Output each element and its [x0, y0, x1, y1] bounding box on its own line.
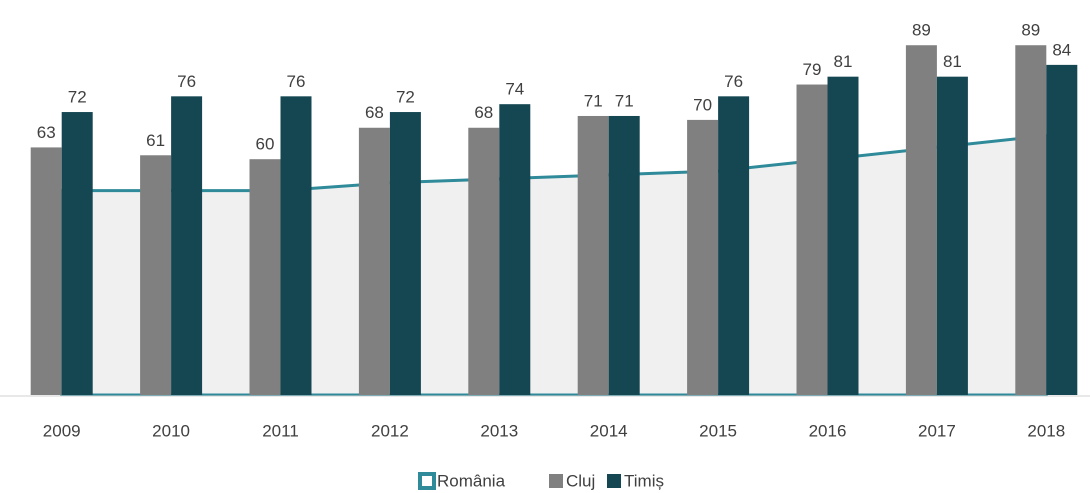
data-label: 70: [693, 95, 712, 114]
x-tick-label: 2017: [918, 421, 956, 440]
data-label: 76: [177, 72, 196, 91]
bar: [796, 84, 828, 395]
area: [60, 133, 1048, 397]
x-tick-label: 2014: [590, 421, 628, 440]
data-label: 79: [803, 60, 822, 79]
legend-label: Cluj: [566, 471, 595, 490]
bar: [577, 115, 609, 395]
bar: [280, 96, 312, 395]
bar: [140, 155, 172, 395]
data-label: 71: [615, 91, 634, 110]
bar: [608, 115, 640, 395]
data-label: 72: [68, 88, 87, 107]
x-tick-label: 2013: [480, 421, 518, 440]
legend-swatch: [607, 474, 621, 488]
data-label: 81: [834, 52, 853, 71]
data-label: 76: [287, 72, 306, 91]
x-tick-label: 2018: [1027, 421, 1065, 440]
bar: [171, 96, 203, 395]
x-tick-label: 2009: [43, 421, 81, 440]
bar: [1015, 45, 1047, 395]
data-label: 89: [1021, 21, 1040, 40]
bar: [718, 96, 750, 395]
x-tick-label: 2012: [371, 421, 409, 440]
x-tick-label: 2010: [152, 421, 190, 440]
data-label: 63: [37, 123, 56, 142]
bar: [389, 112, 421, 395]
bar: [358, 127, 390, 395]
legend-label: Timiș: [624, 471, 664, 490]
x-tick-label: 2016: [809, 421, 847, 440]
data-label: 72: [396, 88, 415, 107]
bar: [249, 159, 281, 395]
data-label: 74: [505, 80, 524, 99]
legend-label: România: [437, 471, 506, 490]
data-label: 68: [365, 103, 384, 122]
legend-swatch: [549, 474, 563, 488]
data-label: 84: [1052, 40, 1071, 59]
bar: [1046, 64, 1078, 395]
bar: [468, 127, 500, 395]
bar: [61, 112, 93, 395]
data-label: 71: [584, 91, 603, 110]
data-label: 89: [912, 21, 931, 40]
legend-swatch: [418, 472, 436, 490]
data-label: 81: [943, 52, 962, 71]
bar: [499, 104, 531, 396]
data-label: 76: [724, 72, 743, 91]
data-label: 68: [474, 103, 493, 122]
bar: [30, 147, 62, 395]
bar: [936, 76, 968, 396]
data-label: 60: [256, 135, 275, 154]
data-label: 61: [146, 131, 165, 150]
bar: [827, 76, 859, 396]
x-tick-label: 2015: [699, 421, 737, 440]
x-tick-label: 2011: [262, 421, 299, 440]
bar: [905, 45, 937, 395]
bar: [687, 119, 719, 396]
